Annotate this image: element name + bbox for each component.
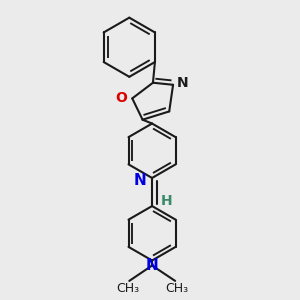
Text: N: N (146, 258, 158, 273)
Text: N: N (177, 76, 189, 90)
Text: N: N (134, 173, 146, 188)
Text: CH₃: CH₃ (116, 282, 140, 296)
Text: CH₃: CH₃ (165, 282, 188, 296)
Text: H: H (161, 194, 172, 208)
Text: O: O (115, 92, 127, 105)
